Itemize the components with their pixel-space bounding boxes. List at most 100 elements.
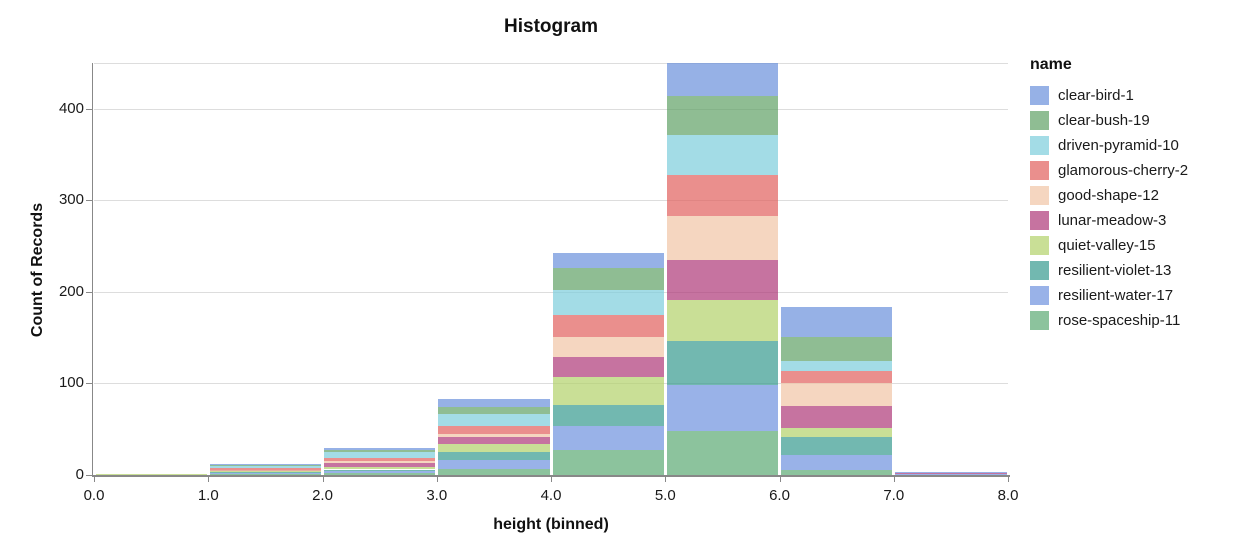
- y-tick-mark: [86, 383, 93, 385]
- legend-swatch: [1030, 311, 1049, 330]
- y-axis-title: Count of Records: [29, 202, 46, 338]
- bar-segment: [781, 336, 893, 362]
- x-tick-mark: [665, 477, 667, 482]
- bar-segment: [209, 465, 321, 468]
- legend-swatch: [1030, 186, 1049, 205]
- legend: name clear-bird-1 clear-bush-19 driven-pyr…: [1030, 56, 1188, 333]
- bar-segment: [666, 63, 778, 96]
- bar-segment: [552, 290, 664, 315]
- gridline: [94, 200, 1008, 202]
- bar-segment: [781, 470, 893, 475]
- bar-segment: [781, 454, 893, 471]
- bar-segment: [324, 463, 436, 467]
- bar-segment: [781, 306, 893, 337]
- bar-segment: [552, 253, 664, 269]
- legend-label: clear-bird-1: [1058, 87, 1134, 104]
- bar-segment: [324, 461, 436, 464]
- bar-segment: [552, 336, 664, 357]
- x-tick-label: 5.0: [654, 487, 676, 504]
- x-tick-mark: [1008, 477, 1009, 482]
- legend-label: lunar-meadow-3: [1058, 212, 1167, 229]
- bar-segment: [324, 473, 436, 475]
- gridline: [94, 383, 1008, 385]
- bar-segment: [781, 361, 893, 371]
- bar-segment: [666, 135, 778, 175]
- legend-swatch: [1030, 261, 1049, 280]
- bar-segment: [209, 469, 321, 471]
- y-tick-label: 100: [58, 374, 84, 392]
- bar-segment: [209, 472, 321, 474]
- x-tick-mark: [94, 477, 95, 482]
- legend-swatch: [1030, 211, 1049, 230]
- x-tick-mark: [208, 477, 210, 482]
- x-tick-mark: [551, 477, 552, 482]
- bar-segment: [209, 470, 321, 472]
- bar-segment: [438, 425, 550, 434]
- legend-swatch: [1030, 111, 1049, 130]
- gridline: [94, 63, 1008, 64]
- bar-segment: [552, 405, 664, 426]
- legend-item: quiet-valley-15: [1030, 233, 1188, 258]
- y-tick-mark: [86, 291, 93, 293]
- gridline: [94, 291, 1008, 293]
- bar-segment: [209, 467, 321, 470]
- bar-segment: [666, 95, 778, 136]
- x-tick-mark: [779, 477, 781, 482]
- bar-segment: [552, 450, 664, 475]
- legend-item: clear-bush-19: [1030, 108, 1188, 133]
- bar-segment: [209, 464, 321, 465]
- bar-segment: [781, 382, 893, 407]
- legend-label: resilient-violet-13: [1058, 262, 1172, 279]
- chart-title: Histogram: [504, 16, 598, 37]
- x-tick-mark: [893, 477, 895, 482]
- x-tick-label: 2.0: [312, 487, 333, 504]
- bar-segment: [552, 314, 664, 337]
- legend-swatch: [1030, 86, 1049, 105]
- bar-segment: [781, 428, 893, 438]
- bar-segment: [324, 466, 436, 470]
- legend-item: lunar-meadow-3: [1030, 208, 1188, 233]
- bar-segment: [666, 259, 778, 301]
- legend-item: resilient-water-17: [1030, 283, 1188, 308]
- bar-segment: [324, 452, 436, 458]
- bar-segment: [438, 437, 550, 444]
- bar-segment: [209, 474, 321, 475]
- bar-segment: [438, 460, 550, 469]
- legend-item: good-shape-12: [1030, 183, 1188, 208]
- x-tick-label: 1.0: [197, 487, 219, 504]
- bar-segment: [209, 473, 321, 475]
- bar-segment: [324, 448, 436, 451]
- legend-title: name: [1030, 56, 1072, 73]
- bar-segment: [438, 433, 550, 438]
- x-tick-mark: [436, 477, 438, 482]
- y-tick-label: 200: [58, 282, 84, 300]
- legend-item: resilient-violet-13: [1030, 258, 1188, 283]
- bar-segment: [666, 431, 778, 475]
- bar-segment: [95, 474, 207, 475]
- bar-segment: [666, 215, 778, 260]
- y-tick-label: 400: [58, 99, 84, 117]
- legend-label: rose-spaceship-11: [1058, 312, 1181, 329]
- x-axis-line: [92, 475, 1010, 477]
- legend-label: good-shape-12: [1058, 187, 1159, 204]
- legend-swatch: [1030, 136, 1049, 155]
- x-tick-label: 4.0: [540, 487, 562, 504]
- bar-segment: [209, 471, 321, 473]
- bar-segment: [666, 174, 778, 216]
- legend-label: driven-pyramid-10: [1058, 137, 1179, 154]
- bar-segment: [781, 437, 893, 455]
- bar-segment: [324, 450, 436, 453]
- legend-label: glamorous-cherry-2: [1058, 162, 1189, 179]
- bar-segment: [781, 370, 893, 383]
- legend-label: quiet-valley-15: [1058, 237, 1156, 254]
- bar-segment: [552, 268, 664, 291]
- x-tick-label: 3.0: [426, 487, 448, 504]
- gridline: [94, 108, 1008, 110]
- x-tick-label: 8.0: [997, 487, 1019, 504]
- y-tick-label: 0: [75, 466, 84, 483]
- bar-segment: [324, 471, 436, 474]
- bar-segment: [438, 443, 550, 453]
- legend-items: clear-bird-1 clear-bush-19 driven-pyramid-…: [1030, 83, 1188, 333]
- legend-item: rose-spaceship-11: [1030, 308, 1188, 333]
